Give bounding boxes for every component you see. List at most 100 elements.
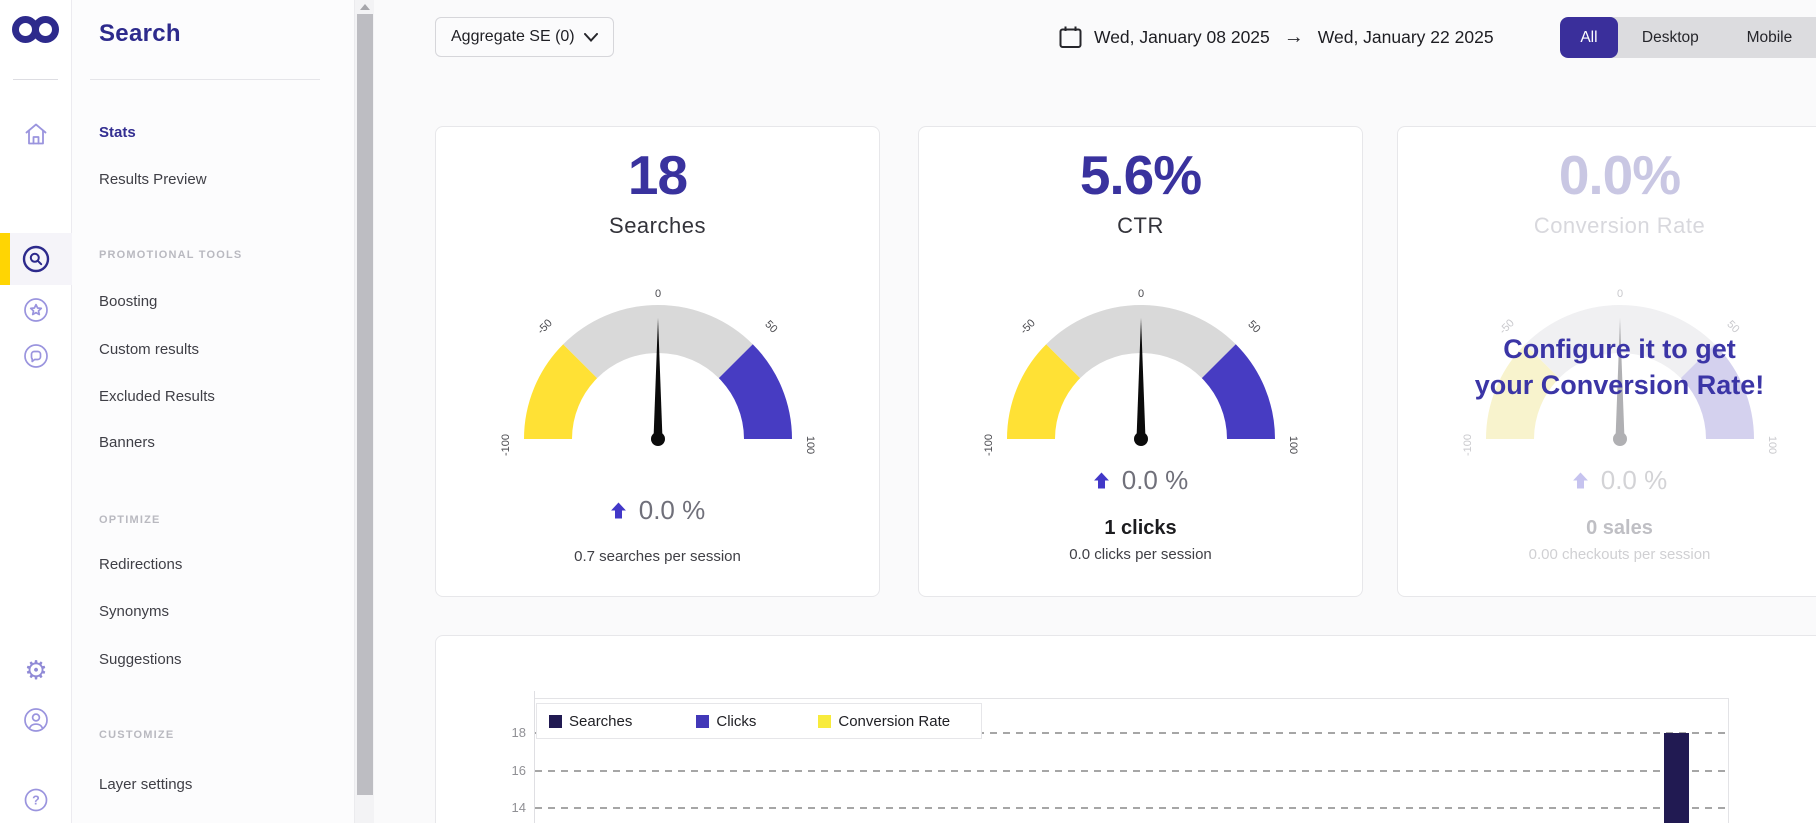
gauge-tick-zero: 0 xyxy=(1137,288,1145,300)
gridline-16 xyxy=(535,770,1728,772)
clicks-swatch-icon xyxy=(696,714,710,728)
star-icon[interactable] xyxy=(0,284,72,336)
tab-desktop[interactable]: Desktop xyxy=(1641,28,1699,46)
nav-item-excluded-results[interactable]: Excluded Results xyxy=(99,388,215,405)
arrow-up-icon xyxy=(610,502,626,519)
kpi-card-ctr: 5.6% CTR -100 -50 0 50 100 0.0 % xyxy=(918,126,1363,597)
nav-item-redirections[interactable]: Redirections xyxy=(99,556,183,573)
y-axis-label-14: 14 xyxy=(511,800,526,815)
search-icon[interactable] xyxy=(0,233,72,285)
searches-swatch-icon xyxy=(549,714,562,728)
date-from: Wed, January 08 2025 xyxy=(1094,26,1270,47)
nav-item-results-preview[interactable]: Results Preview xyxy=(99,171,207,188)
tab-mobile[interactable]: Mobile xyxy=(1746,28,1793,46)
gauge-tick-neg100: -100 xyxy=(983,433,995,457)
gauge-tick-100: 100 xyxy=(804,435,816,455)
page-title: Search xyxy=(99,20,181,47)
date-to: Wed, January 22 2025 xyxy=(1317,26,1494,47)
svg-text:?: ? xyxy=(32,794,40,808)
icon-rail: ⚙ ? xyxy=(0,0,72,823)
nav-section-promotional-tools: PROMOTIONAL TOOLS xyxy=(99,249,243,261)
configure-conversion-link-line2[interactable]: your Conversion Rate! xyxy=(1474,370,1765,400)
conversion-change-row: 0.0 % xyxy=(1398,465,1816,496)
gridline-18 xyxy=(535,732,1728,734)
chart-legend: Searches Clicks Conversion Rate xyxy=(536,703,982,739)
rail-active-row-bg xyxy=(0,233,72,285)
gauge-tick-100: 100 xyxy=(1287,435,1299,455)
kpi-card-conversion-rate: 0.0% Conversion Rate -100 -50 0 50 100 C… xyxy=(1397,126,1816,597)
searches-title: Searches xyxy=(609,213,706,238)
help-icon[interactable]: ? xyxy=(0,774,72,823)
gauge-tick-zero: 0 xyxy=(1616,288,1624,300)
ctr-change-pct: 0.0 % xyxy=(1121,465,1189,495)
rail-active-indicator xyxy=(0,233,10,285)
rail-divider xyxy=(13,79,58,80)
home-icon[interactable] xyxy=(0,108,72,160)
legend-label-clicks: Clicks xyxy=(716,712,757,730)
conversion-gauge xyxy=(1460,289,1780,459)
device-tabs: All Desktop Mobile xyxy=(1560,17,1816,58)
conversion-value: 0.0% xyxy=(1558,144,1681,206)
gauge-tick-neg100: -100 xyxy=(1462,433,1474,457)
y-axis-label-16: 16 xyxy=(511,763,526,778)
conversion-change-pct: 0.0 % xyxy=(1600,465,1668,495)
nav-item-custom-results[interactable]: Custom results xyxy=(99,341,200,358)
legend-item-searches[interactable]: Searches xyxy=(549,713,632,730)
plot-border-top xyxy=(534,698,1728,699)
date-arrow-icon: → xyxy=(1283,25,1304,48)
legend-item-clicks[interactable]: Clicks xyxy=(696,713,756,730)
chat-icon[interactable] xyxy=(0,330,72,382)
conversion-swatch-icon xyxy=(818,714,832,728)
nav-section-customize: CUSTOMIZE xyxy=(99,729,175,741)
legend-label-searches: Searches xyxy=(569,712,633,730)
conversion-title: Conversion Rate xyxy=(1533,213,1706,238)
nav-item-layer-settings[interactable]: Layer settings xyxy=(99,776,193,793)
searches-value: 18 xyxy=(627,144,688,206)
y-axis-line xyxy=(534,691,535,823)
nav-item-boosting[interactable]: Boosting xyxy=(99,293,158,310)
gauge-tick-zero: 0 xyxy=(654,288,662,300)
nav-divider xyxy=(90,79,320,80)
legend-item-conversion-rate[interactable]: Conversion Rate xyxy=(818,713,950,730)
date-range-picker[interactable]: Wed, January 08 2025 → Wed, January 22 2… xyxy=(1058,17,1494,57)
scroll-up-arrow-icon xyxy=(360,4,370,10)
nav-item-synonyms[interactable]: Synonyms xyxy=(99,603,170,620)
nav-item-suggestions[interactable]: Suggestions xyxy=(99,651,182,668)
gear-icon[interactable]: ⚙ xyxy=(24,655,48,685)
searches-change-row: 0.0 % xyxy=(436,495,879,526)
aggregate-se-dropdown[interactable]: Aggregate SE (0) xyxy=(435,17,614,57)
searches-gauge xyxy=(498,289,818,459)
searches-bar-18[interactable] xyxy=(1664,733,1689,823)
arrow-up-icon xyxy=(1572,472,1588,489)
ctr-change-row: 0.0 % xyxy=(919,465,1362,496)
scrollbar-thumb[interactable] xyxy=(357,14,373,795)
timeseries-chart-card: 18 16 14 Searches Clicks Conversion Rate xyxy=(435,635,1816,823)
clicks-stat: 1 clicks xyxy=(1104,517,1177,539)
sales-stat: 0 sales xyxy=(1586,517,1653,539)
kpi-card-searches: 18 Searches -100 -50 0 50 100 0.0 xyxy=(435,126,880,597)
legend-label-conversion-rate: Conversion Rate xyxy=(838,712,951,730)
user-icon[interactable] xyxy=(0,694,72,746)
tab-all[interactable]: All xyxy=(1560,17,1618,58)
configure-conversion-link-line1[interactable]: Configure it to get xyxy=(1503,334,1736,364)
ctr-gauge xyxy=(981,289,1301,459)
logo-ring-right xyxy=(32,16,59,43)
checkouts-per-session: 0.00 checkouts per session xyxy=(1528,546,1711,563)
nav-scrollbar[interactable] xyxy=(354,0,374,823)
nav-item-stats[interactable]: Stats xyxy=(99,124,136,141)
aggregate-se-label: Aggregate SE (0) xyxy=(451,28,575,45)
y-axis-label-18: 18 xyxy=(511,725,526,740)
gauge-tick-100: 100 xyxy=(1766,435,1778,455)
clicks-per-session: 0.0 clicks per session xyxy=(1069,546,1212,563)
nav-item-banners[interactable]: Banners xyxy=(99,434,155,451)
ctr-title: CTR xyxy=(1117,213,1164,238)
searches-per-session: 0.7 searches per session xyxy=(574,548,741,565)
ctr-value: 5.6% xyxy=(1079,144,1202,206)
scrollbar-up-button[interactable] xyxy=(355,0,375,14)
brand-logo[interactable] xyxy=(12,16,59,43)
arrow-up-icon xyxy=(1093,472,1109,489)
nav-section-optimize: OPTIMIZE xyxy=(99,514,161,526)
gridline-14 xyxy=(535,807,1728,809)
plot-border-right xyxy=(1728,698,1729,823)
